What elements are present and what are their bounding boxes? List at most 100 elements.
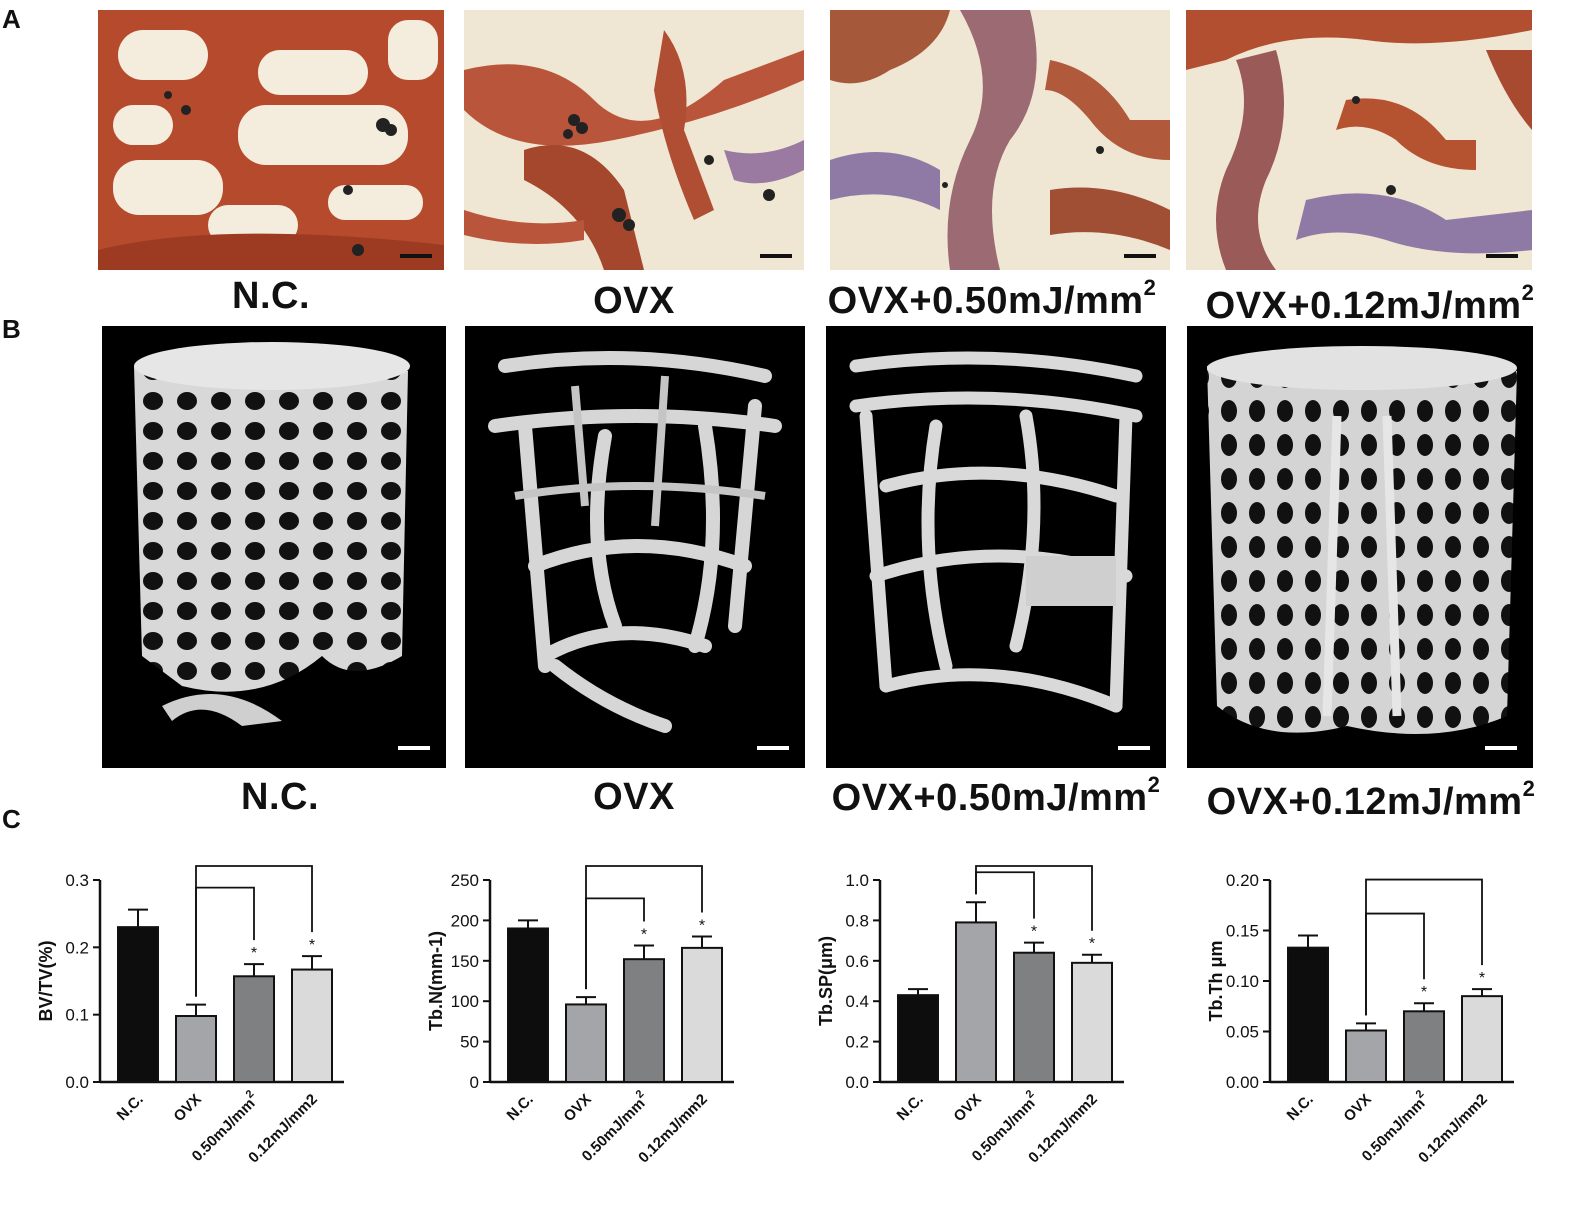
microct-label-nc: N.C. (241, 776, 319, 818)
y-tick-label: 0.1 (65, 1006, 89, 1025)
bar (507, 927, 549, 1084)
y-tick-label: 0.8 (845, 911, 869, 930)
y-axis-label: Tb.N(mm-1) (426, 931, 446, 1031)
microct-image-dose012 (1187, 326, 1533, 768)
bar (1287, 946, 1329, 1083)
significance-marker: * (1421, 984, 1427, 1001)
bar (897, 994, 939, 1083)
bar (681, 946, 723, 1084)
microct-label-ovx: OVX (593, 776, 675, 818)
bar (1403, 1010, 1445, 1083)
histology-image-dose012 (1186, 10, 1532, 270)
x-tick-label: N.C. (1284, 1091, 1317, 1124)
scale-bar (1124, 254, 1156, 258)
y-tick-label: 0.0 (65, 1073, 89, 1092)
y-tick-label: 0.20 (1226, 871, 1259, 890)
x-tick-label-superscript: 2 (244, 1088, 257, 1101)
x-tick-label-superscript: 2 (634, 1088, 647, 1101)
y-tick-label: 200 (451, 911, 479, 930)
y-axis-label: Tb.Th μm (1206, 941, 1226, 1022)
significance-marker: * (251, 945, 257, 962)
histology-image-ovx (464, 10, 804, 270)
histology-label-dose050: OVX+0.50mJ/mm2 (827, 275, 1157, 322)
significance-marker: * (309, 937, 315, 954)
bar (291, 968, 333, 1083)
scale-bar (400, 254, 432, 258)
panel-letter-b: B (2, 314, 21, 344)
comparison-bracket (975, 865, 1093, 931)
panel-letter-a: A (2, 4, 21, 34)
y-tick-label: 0.10 (1226, 972, 1259, 991)
x-tick-label: N.C. (504, 1091, 537, 1124)
histology-label-ovx: OVX (593, 280, 675, 322)
chart-tb-sp: 0.0 0.2 0.4 0.6 0.8 1.0 Tb.SP(μm) N.C. OVX * 0.50m… (800, 852, 1180, 1208)
bar (117, 926, 159, 1083)
y-tick-label: 0.15 (1226, 922, 1259, 941)
y-tick-label: 150 (451, 952, 479, 971)
x-tick-label: N.C. (894, 1091, 927, 1124)
y-tick-label: 0.6 (845, 952, 869, 971)
chart-bv-tv: 0.0 0.1 0.2 0.3 BV/TV(%) N.C. OVX * 0.50mJ/mm2 * 0… (20, 852, 400, 1208)
y-tick-label: 0.4 (845, 992, 869, 1011)
chart-tb-n: 0 50 100 150 200 250 Tb.N(mm-1) N.C. OVX * 0.50mJ/… (410, 852, 790, 1208)
significance-marker: * (1479, 970, 1485, 987)
scale-bar (398, 746, 430, 750)
histology-label-dose012: OVX+0.12mJ/mm2 (1205, 280, 1535, 327)
significance-marker: * (1031, 924, 1037, 941)
scale-bar (1485, 746, 1517, 750)
x-tick-label-superscript: 2 (1414, 1088, 1427, 1101)
histology-image-nc (98, 10, 444, 270)
comparison-bracket (975, 871, 1035, 919)
panel-letter-c: C (2, 804, 21, 834)
y-tick-label: 0.3 (65, 871, 89, 890)
microct-image-dose050 (826, 326, 1166, 768)
bar (1013, 951, 1055, 1083)
y-tick-label: 100 (451, 992, 479, 1011)
y-axis-label: Tb.SP(μm) (816, 936, 836, 1026)
y-axis-label: BV/TV(%) (36, 940, 56, 1021)
y-tick-label: 1.0 (845, 871, 869, 890)
x-tick-label: OVX (950, 1091, 984, 1125)
y-tick-label: 50 (460, 1033, 479, 1052)
x-tick-label: 0.12mJ/mm2 (1025, 1091, 1101, 1167)
microct-label-dose050: OVX+0.50mJ/mm2 (831, 772, 1161, 819)
scale-bar (1118, 746, 1150, 750)
bar (1461, 995, 1503, 1083)
x-tick-label: N.C. (114, 1091, 147, 1124)
y-tick-label: 0.0 (845, 1073, 869, 1092)
comparison-bracket (1365, 878, 1483, 1016)
bar (233, 975, 275, 1083)
y-tick-label: 0 (470, 1073, 479, 1092)
bar (623, 958, 665, 1083)
chart-tb-th: 0.00 0.05 0.10 0.15 0.20 Tb.Th μm N.C. OVX * 0.50… (1190, 852, 1570, 1208)
y-tick-label: 0.2 (845, 1033, 869, 1052)
y-tick-label: 0.2 (65, 938, 89, 957)
x-tick-label: 0.12mJ/mm2 (635, 1091, 711, 1167)
bar (1071, 961, 1113, 1083)
x-tick-label: OVX (1340, 1091, 1374, 1125)
bar (1345, 1029, 1387, 1084)
x-tick-label: OVX (560, 1091, 594, 1125)
y-tick-label: 250 (451, 871, 479, 890)
bar (565, 1003, 607, 1084)
x-tick-label: 0.12mJ/mm2 (245, 1091, 321, 1167)
bar (175, 1015, 217, 1083)
comparison-bracket (195, 865, 313, 997)
scale-bar (757, 746, 789, 750)
scale-bar (760, 254, 792, 258)
significance-marker: * (641, 926, 647, 943)
histology-image-dose050 (830, 10, 1170, 270)
significance-marker: * (1089, 936, 1095, 953)
y-tick-label: 0.00 (1226, 1073, 1259, 1092)
microct-image-ovx (465, 326, 805, 768)
x-tick-label: 0.12mJ/mm2 (1415, 1091, 1491, 1167)
microct-label-dose012: OVX+0.12mJ/mm2 (1206, 776, 1536, 823)
significance-marker: * (699, 918, 705, 935)
y-tick-label: 0.05 (1226, 1023, 1259, 1042)
x-tick-label-superscript: 2 (1024, 1088, 1037, 1101)
microct-image-nc (102, 326, 446, 768)
scale-bar (1486, 254, 1518, 258)
histology-label-nc: N.C. (232, 275, 310, 317)
comparison-bracket (585, 865, 703, 990)
bar (955, 921, 997, 1083)
